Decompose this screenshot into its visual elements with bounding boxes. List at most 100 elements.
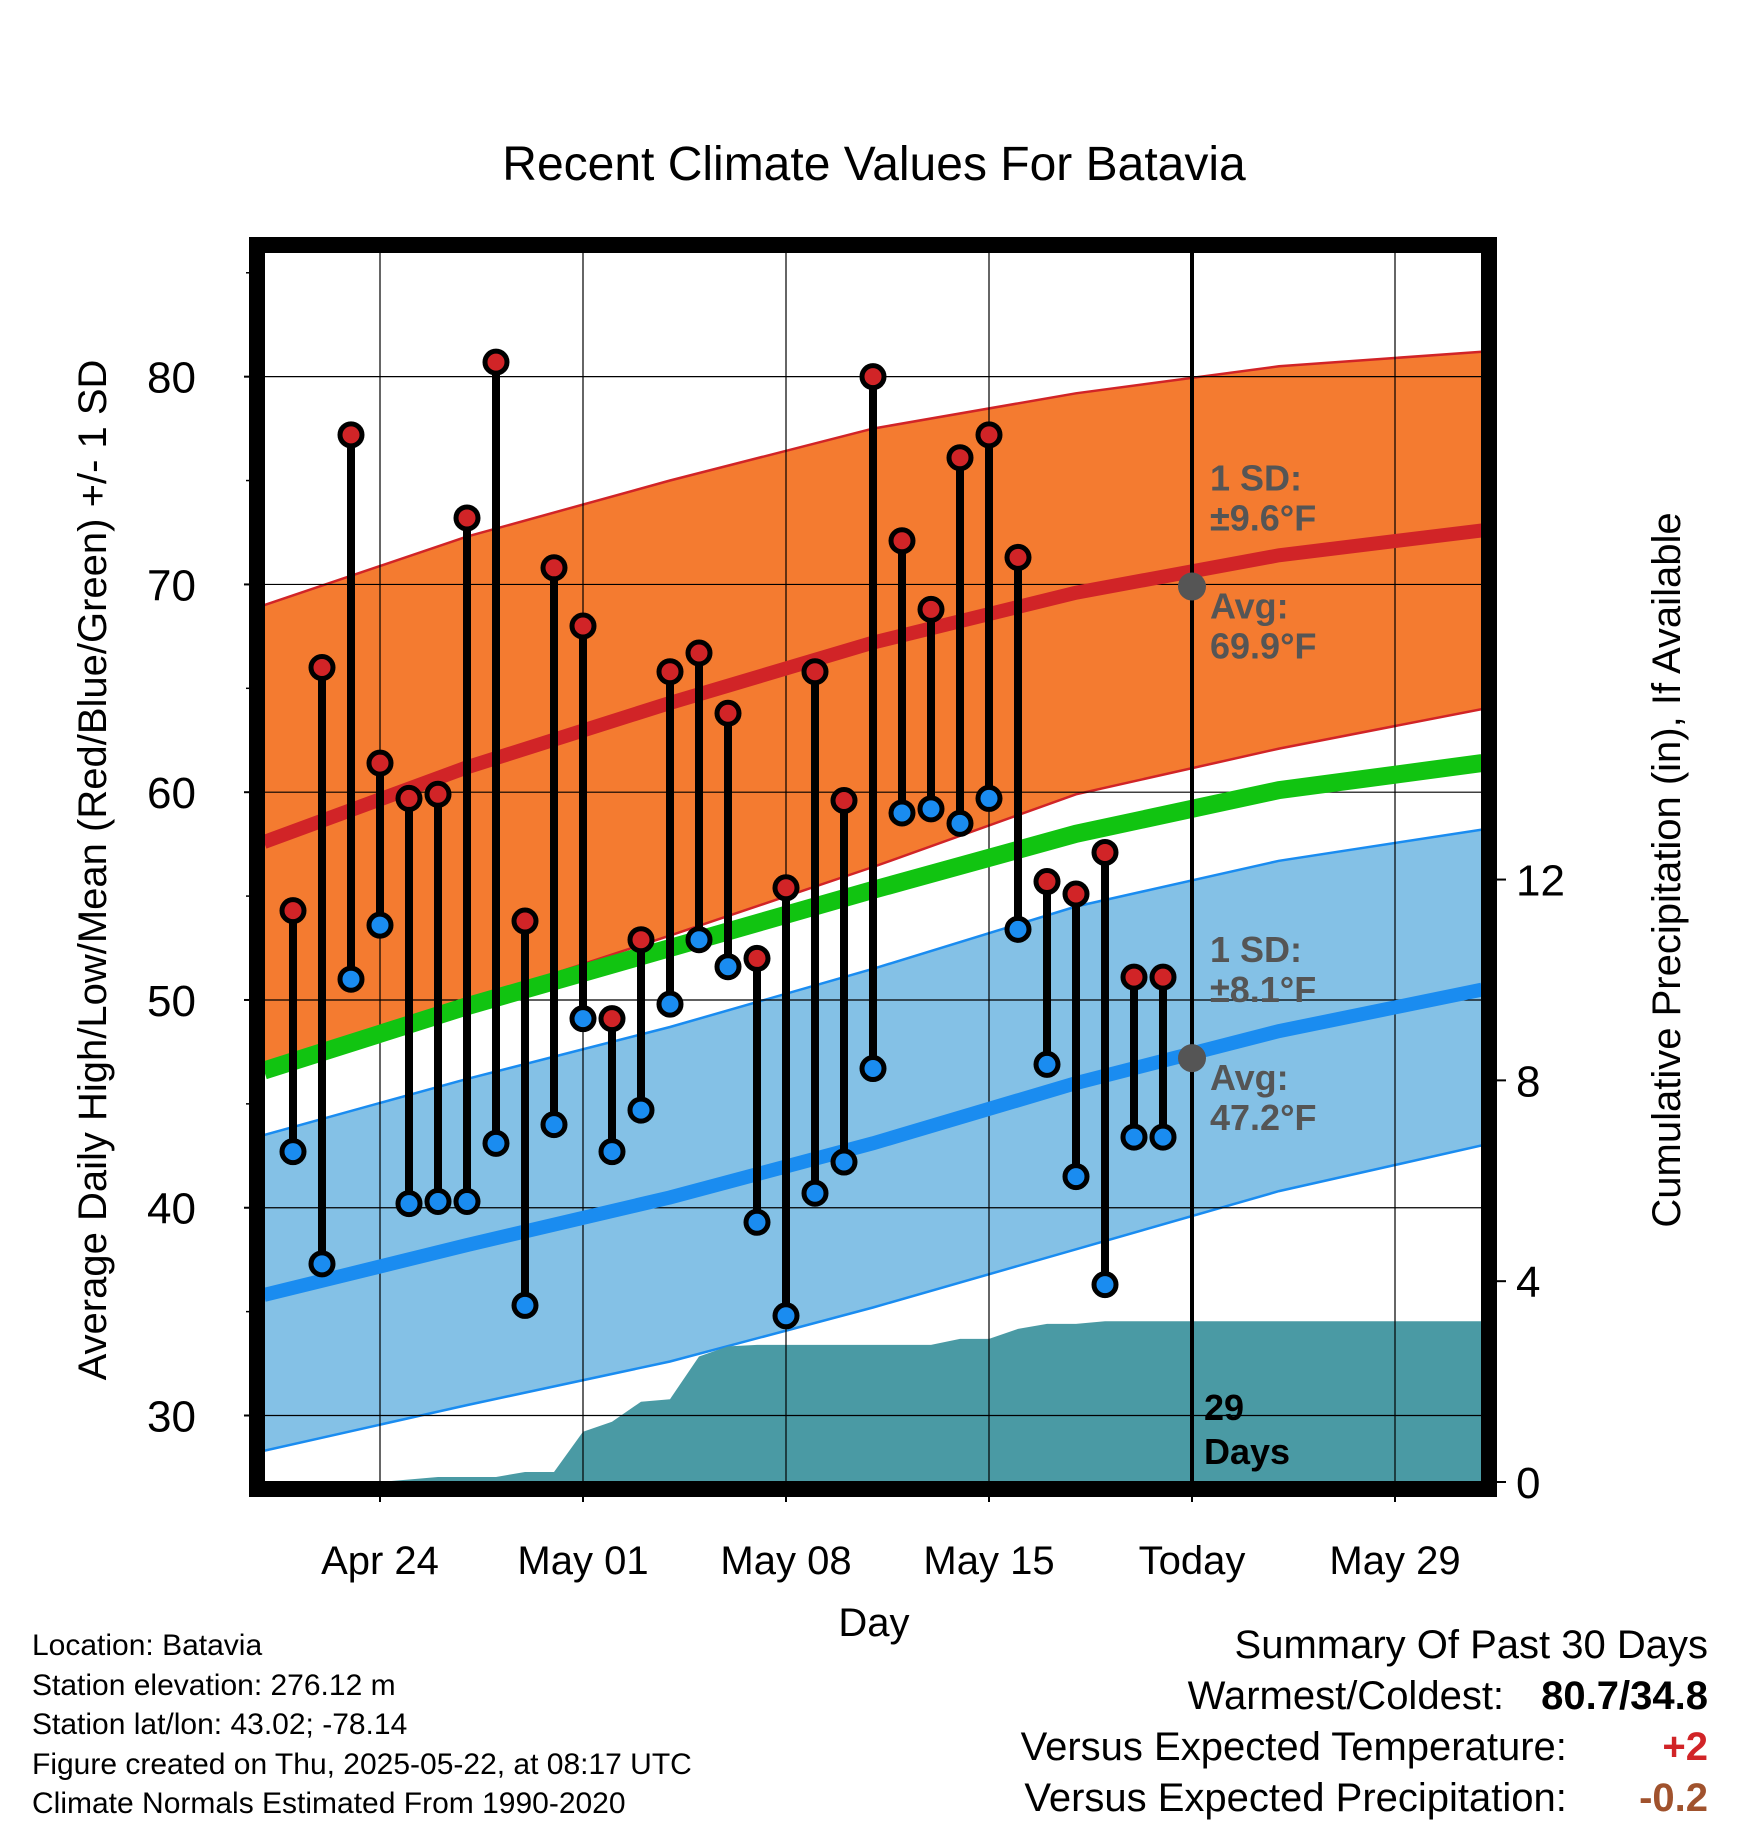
high-sd-label: 1 SD: [1210,458,1302,499]
daily-low-point [395,1190,423,1218]
x-tick-label: Today [1139,1539,1246,1583]
daily-low-point [1004,915,1032,943]
info-latlon: Station lat/lon: 43.02; -78.14 [32,1708,408,1741]
daily-high-point [801,658,829,686]
daily-low-point [714,953,742,981]
today-high-avg-marker [1178,572,1206,601]
daily-high-point [685,639,713,667]
daily-low-point [830,1148,858,1176]
daily-low-point [1149,1123,1177,1151]
daily-low-point [366,911,394,939]
temp-label: Versus Expected Temperature: [1020,1725,1567,1769]
y-tick-label: 50 [147,977,196,1026]
y-tick-label: 80 [147,354,196,403]
daily-high-point [627,926,655,954]
low-sd-label: 1 SD: [1210,929,1302,970]
daily-high-point [424,780,452,808]
summary-precip-row: Versus Expected Precipitation: -0.2 [1021,1773,1708,1824]
x-tick-label: Apr 24 [321,1539,439,1583]
low-avg-label: Avg: [1210,1057,1289,1098]
daily-high-point [975,421,1003,449]
daily-high-point [888,527,916,555]
daily-high-point [859,363,887,391]
x-axis-label: Day [838,1601,909,1645]
daily-high-point [511,907,539,935]
x-tick-label: May 01 [517,1539,648,1583]
daily-low-point [627,1096,655,1124]
daily-high-point [453,504,481,532]
summary-panel: Summary Of Past 30 Days Warmest/Coldest:… [1021,1620,1708,1824]
daily-high-point [366,749,394,777]
warmest-label: Warmest/Coldest: [1187,1674,1505,1718]
daily-high-point [917,595,945,623]
daily-low-point [1062,1163,1090,1191]
daily-low-point [598,1138,626,1166]
days-count: 29 [1204,1387,1244,1428]
daily-high-point [743,944,771,972]
summary-warmest-row: Warmest/Coldest: 80.7/34.8 [1021,1671,1708,1722]
y-tick-label: 60 [147,769,196,818]
daily-high-point [1033,868,1061,896]
daily-low-point [743,1208,771,1236]
daily-high-point [569,612,597,640]
daily-high-point [1091,838,1119,866]
daily-high-point [772,874,800,902]
daily-low-point [801,1179,829,1207]
daily-low-point [859,1055,887,1083]
info-location: Location: Batavia [32,1629,263,1662]
daily-low-point [685,926,713,954]
daily-low-point [453,1188,481,1216]
today-low-avg-marker [1178,1044,1206,1073]
warmest-value: 80.7/34.8 [1541,1674,1708,1718]
daily-high-point [656,658,684,686]
station-info: Location: Batavia Station elevation: 276… [32,1626,692,1824]
daily-high-point [1120,963,1148,991]
y2-axis-label: Cumulative Precipitation (in), If Availa… [1645,512,1689,1227]
high-sd-value: ±9.6°F [1210,498,1316,539]
info-normals: Climate Normals Estimated From 1990-2020 [32,1787,626,1820]
y2-tick-label: 12 [1516,857,1565,906]
high-avg-label: Avg: [1210,586,1289,627]
daily-low-point [337,965,365,993]
daily-high-point [714,699,742,727]
chart-title: Recent Climate Values For Batavia [502,138,1246,191]
daily-high-point [1062,880,1090,908]
daily-high-point [540,554,568,582]
daily-high-point [598,1005,626,1033]
temp-value: +2 [1662,1725,1708,1769]
low-band-lower-edge [264,1144,1482,1453]
daily-low-point [917,795,945,823]
daily-low-point [482,1129,510,1157]
daily-low-point [308,1250,336,1278]
daily-low-point [975,784,1003,812]
y2-tick-label: 0 [1516,1459,1540,1508]
axes: 30 40 50 60 70 80 0 4 8 12 Apr 24 May 01 May 08 May 1… [147,237,1565,1583]
daily-high-point [1149,963,1177,991]
daily-low-point [424,1188,452,1216]
y-tick-label: 70 [147,561,196,610]
high-avg-value: 69.9°F [1210,626,1316,667]
low-sd-value: ±8.1°F [1210,969,1316,1010]
daily-low-point [569,1005,597,1033]
info-created: Figure created on Thu, 2025-05-22, at 08… [32,1747,692,1781]
daily-low-point [279,1138,307,1166]
y-tick-label: 40 [147,1185,196,1234]
summary-title: Summary Of Past 30 Days [1234,1623,1708,1667]
daily-low-point [772,1302,800,1330]
daily-high-point [830,787,858,815]
daily-low-point [656,990,684,1018]
x-tick-label: May 08 [720,1539,851,1583]
low-avg-value: 47.2°F [1210,1097,1316,1138]
precip-area [264,1321,1482,1482]
daily-high-point [395,784,423,812]
summary-temp-row: Versus Expected Temperature: +2 [1021,1722,1708,1773]
daily-low-point [946,809,974,837]
x-tick-label: May 15 [923,1539,1054,1583]
precip-label: Versus Expected Precipitation: [1024,1776,1567,1820]
daily-low-point [540,1111,568,1139]
days-label: Days [1204,1431,1290,1472]
daily-high-point [946,444,974,472]
precip-value: -0.2 [1639,1776,1708,1820]
y2-tick-label: 8 [1516,1057,1540,1106]
